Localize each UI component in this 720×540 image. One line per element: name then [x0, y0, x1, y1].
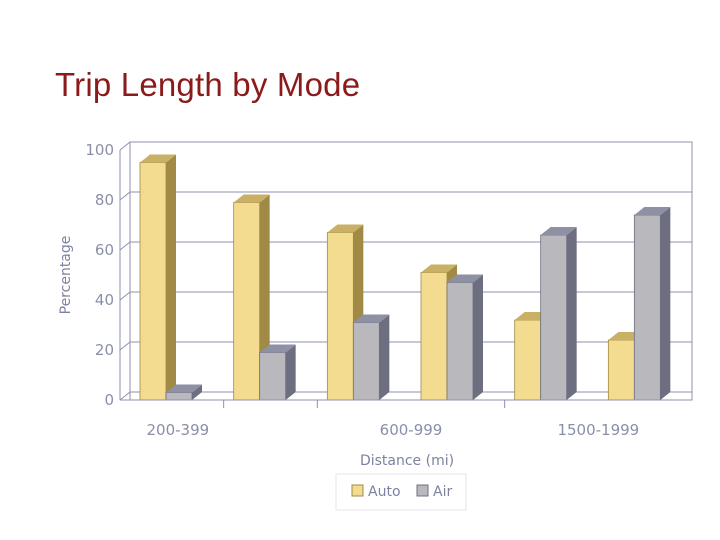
- axis-layer: 0 20 40 60 80 100 200-399 600-999 1500-1999: [85, 141, 682, 439]
- bar-top: [166, 384, 202, 393]
- legend-label-auto: Auto: [368, 484, 401, 500]
- bar-top: [353, 314, 390, 323]
- bar-side: [379, 314, 390, 400]
- bars-layer: [139, 154, 671, 401]
- bar-side: [473, 274, 483, 400]
- grid-layer: [119, 141, 693, 401]
- y-tick-label: 100: [85, 141, 114, 159]
- bar-side: [192, 384, 202, 400]
- bar-top: [259, 344, 296, 353]
- bar-front: [233, 202, 261, 401]
- legend: Auto Air: [335, 473, 467, 511]
- bar-air-600-999: [352, 314, 390, 401]
- bar-top: [447, 274, 483, 283]
- bar-front: [259, 352, 287, 401]
- legend-swatch-air: [416, 484, 429, 497]
- bar-air-400-599: [259, 344, 296, 401]
- bar-front: [420, 272, 448, 401]
- gridline-depth: [119, 391, 131, 401]
- bar-front: [607, 339, 635, 401]
- bar-auto-200-399: [139, 154, 176, 401]
- y-tick-label: 20: [95, 341, 114, 359]
- plot-area: [129, 141, 693, 401]
- gridline-depth: [119, 291, 131, 301]
- gridline-depth: [119, 241, 131, 251]
- gridline-depth: [119, 191, 131, 201]
- bar-air-2000+: [633, 207, 671, 401]
- legend-label-air: Air: [433, 484, 452, 500]
- bar-top: [327, 224, 364, 233]
- x-axis-label: Distance (mi): [360, 453, 454, 469]
- bar-side: [566, 227, 577, 400]
- bar-air-1000-1499: [446, 274, 483, 401]
- x-tick-label: 200-399: [146, 421, 209, 439]
- bar-side: [285, 344, 296, 400]
- y-axis-label: Percentage: [58, 236, 74, 315]
- slide-title: Trip Length by Mode: [55, 66, 361, 103]
- y-tick-label: 80: [95, 191, 114, 209]
- bar-front: [446, 282, 474, 401]
- x-tick-label: 600-999: [380, 421, 443, 439]
- bar-front: [514, 319, 542, 401]
- bar-front: [540, 234, 568, 401]
- bar-front: [139, 162, 167, 401]
- bar-side: [660, 207, 671, 400]
- bar-auto-600-999: [326, 224, 364, 401]
- bar-top: [540, 227, 577, 235]
- y-tick-label: 60: [95, 241, 114, 259]
- bar-front: [165, 392, 193, 401]
- bar-front: [352, 322, 380, 401]
- bar-air-1500-1999: [540, 227, 577, 401]
- bar-front: [326, 232, 354, 401]
- bar-top: [140, 154, 176, 163]
- bar-top: [634, 207, 671, 215]
- x-tick-label: 1500-1999: [557, 421, 639, 439]
- bar-front: [633, 214, 661, 401]
- legend-swatch-auto: [351, 484, 364, 497]
- y-tick-label: 0: [104, 391, 114, 409]
- bar-top: [421, 264, 457, 273]
- bar-top: [233, 194, 270, 203]
- bar-side: [166, 154, 176, 400]
- y-tick-label: 40: [95, 291, 114, 309]
- gridline-depth: [119, 141, 131, 151]
- gridline-depth: [119, 341, 131, 351]
